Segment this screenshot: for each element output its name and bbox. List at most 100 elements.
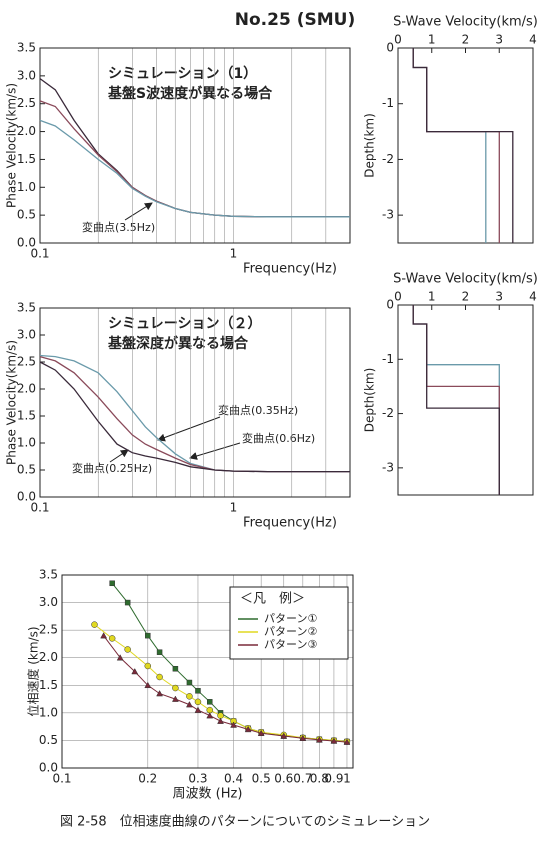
legend-label: パターン① xyxy=(264,612,317,625)
point xyxy=(145,632,151,639)
header: No.25 (SMU) xyxy=(235,10,355,30)
point xyxy=(156,673,163,681)
y-tick-label: -3 xyxy=(382,208,394,222)
y-tick-label: -2 xyxy=(382,406,394,420)
point xyxy=(116,654,124,661)
point xyxy=(186,701,193,708)
annotation: シミュレーション（1） xyxy=(108,66,257,82)
x-tick-label: 0.5 xyxy=(252,772,271,786)
y-tick-label: 0.5 xyxy=(17,463,36,477)
point xyxy=(91,621,98,628)
annotation: 変曲点(0.35Hz) xyxy=(218,403,298,417)
x-tick-label: 0.1 xyxy=(30,247,49,261)
y-tick-label: -1 xyxy=(382,96,394,110)
annotation: 基盤深度が異なる場合 xyxy=(108,335,249,352)
y-tick-label: 3.0 xyxy=(17,328,36,342)
x-tick-label: 4 xyxy=(529,290,537,304)
y-axis-label: Depth(km) xyxy=(363,368,377,433)
point xyxy=(343,738,351,745)
plot-frame xyxy=(39,47,351,244)
arrow xyxy=(157,416,221,442)
y-tick-label: -2 xyxy=(382,152,394,166)
y-tick-label: 2.0 xyxy=(39,650,58,664)
point xyxy=(124,646,131,653)
point xyxy=(217,717,224,724)
series-line xyxy=(412,48,514,243)
point xyxy=(144,681,152,689)
point xyxy=(315,736,323,743)
y-tick-label: 0.0 xyxy=(39,761,58,775)
point xyxy=(230,721,237,728)
legend-box xyxy=(229,586,349,660)
y-tick-label: 0.5 xyxy=(39,733,58,747)
x-tick-label: 0.9 xyxy=(324,772,343,786)
y-tick-label: 0.0 xyxy=(17,236,36,250)
point xyxy=(156,649,163,655)
legend-title: ＜凡 例＞ xyxy=(240,592,305,607)
x-tick-label: 0.8 xyxy=(310,772,329,786)
y-tick-label: 1.5 xyxy=(39,678,58,692)
y-axis-label: 位相速度 (km/s) xyxy=(26,626,41,716)
y-tick-label: 0 xyxy=(386,41,394,55)
point xyxy=(100,632,108,639)
x-tick-label: 0.6 xyxy=(274,772,293,786)
x-tick-label: 4 xyxy=(529,33,537,47)
x-axis-label: Frequency(Hz) xyxy=(243,262,337,277)
point xyxy=(299,734,307,741)
plot-frame xyxy=(61,574,354,769)
y-tick-label: 2.5 xyxy=(17,355,36,369)
x-tick-label: 1 xyxy=(343,772,351,786)
caption: 図 2-58 位相速度曲線のパターンについてのシミュレーション xyxy=(60,814,430,830)
y-tick-label: 3.5 xyxy=(17,41,36,55)
y-axis-label: Phase Velocity(km/s) xyxy=(5,83,19,208)
x-axis-label: S-Wave Velocity(km/s) xyxy=(393,15,538,30)
y-tick-label: 1.0 xyxy=(17,180,36,194)
x-axis-label: S-Wave Velocity(km/s) xyxy=(393,272,538,287)
x-axis-label: 周波数 (Hz) xyxy=(173,787,243,802)
x-tick-label: 0.1 xyxy=(52,772,71,786)
point xyxy=(108,635,116,642)
plot-frame xyxy=(397,304,534,496)
series-line xyxy=(39,100,350,218)
y-axis-label: Phase Velocity(km/s) xyxy=(5,340,19,465)
point xyxy=(186,679,193,686)
y-tick-label: 1.5 xyxy=(17,152,36,166)
y-tick-label: 1.0 xyxy=(39,705,58,719)
x-tick-label: 0 xyxy=(394,33,402,47)
annotation: シミュレーション（２） xyxy=(108,316,261,332)
y-tick-label: 3.5 xyxy=(39,568,58,582)
y-tick-label: -1 xyxy=(382,352,394,366)
point xyxy=(144,662,152,670)
x-tick-label: 1 xyxy=(230,501,238,515)
y-tick-label: 0 xyxy=(386,298,394,312)
point xyxy=(194,698,202,706)
series-line xyxy=(39,354,350,473)
series-line xyxy=(39,361,350,473)
y-tick-label: 3.0 xyxy=(17,68,36,82)
y-tick-label: 1.5 xyxy=(17,409,36,423)
annotation: 変曲点(3.5Hz) xyxy=(82,220,155,234)
legend-label: パターン③ xyxy=(264,638,317,651)
series-line xyxy=(103,635,348,743)
y-tick-label: 3.0 xyxy=(39,595,58,609)
annotation: 変曲点(0.6Hz) xyxy=(242,431,315,445)
point xyxy=(172,684,179,692)
y-tick-label: 1.0 xyxy=(17,436,36,450)
point xyxy=(194,706,202,713)
x-tick-label: 2 xyxy=(462,33,470,47)
y-tick-label: 0.5 xyxy=(17,208,36,222)
x-tick-label: 0.4 xyxy=(224,772,243,786)
point xyxy=(171,695,179,702)
point xyxy=(186,693,193,700)
y-tick-label: 2.0 xyxy=(17,382,36,396)
point xyxy=(156,690,163,697)
point xyxy=(207,699,213,705)
x-tick-label: 2 xyxy=(462,290,470,304)
arrow xyxy=(124,202,153,221)
x-tick-label: 1 xyxy=(428,290,436,304)
point xyxy=(206,712,214,719)
x-tick-label: 0.3 xyxy=(188,772,207,786)
x-tick-label: 0.1 xyxy=(30,501,49,515)
y-tick-label: 2.0 xyxy=(17,124,36,138)
